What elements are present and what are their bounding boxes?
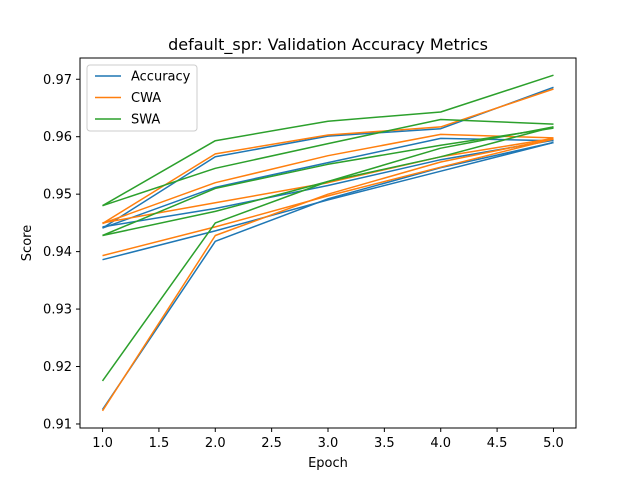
legend-box: [86, 64, 198, 132]
series-lines: [101, 74, 554, 412]
y-axis: 0.91 0.92 0.93 0.94 0.95 0.96 0.97: [43, 73, 80, 432]
series-line-cwa-4: [102, 133, 554, 225]
series-line-swa-1: [102, 74, 554, 207]
series-line-cwa-1: [102, 88, 554, 225]
y-tick-label: 0.94: [43, 245, 72, 260]
legend-label-cwa: CWA: [131, 91, 161, 106]
series-line-swa-5: [102, 127, 554, 237]
x-tick-label: 3.5: [374, 436, 395, 451]
x-axis-title: Epoch: [308, 456, 348, 471]
y-tick-label: 0.97: [43, 73, 72, 88]
series-line-cwa-5: [102, 137, 554, 224]
legend-label-accuracy: Accuracy: [131, 70, 191, 85]
y-axis-title: Score: [20, 225, 35, 261]
x-axis: 1.0 1.5 2.0 2.5 3.0 3.5 4.0 4.5 5.0: [92, 428, 564, 451]
x-tick-label: 4.0: [430, 436, 451, 451]
y-tick-label: 0.93: [43, 303, 72, 318]
series-line-cwa-2: [101, 138, 554, 412]
series-line-accuracy-5: [102, 139, 554, 228]
y-tick-label: 0.91: [43, 417, 72, 432]
y-tick-label: 0.95: [43, 188, 72, 203]
y-tick-label: 0.92: [43, 360, 72, 375]
x-tick-label: 2.5: [261, 436, 282, 451]
x-tick-label: 1.5: [149, 436, 170, 451]
series-line-accuracy-3: [102, 141, 554, 261]
chart-title: default_spr: Validation Accuracy Metrics: [168, 35, 488, 55]
x-tick-label: 2.0: [205, 436, 226, 451]
x-tick-label: 3.0: [318, 436, 339, 451]
y-tick-label: 0.96: [43, 130, 72, 145]
series-line-swa-4: [102, 118, 554, 207]
series-line-accuracy-2: [101, 141, 554, 411]
x-tick-label: 4.5: [487, 436, 508, 451]
x-tick-label: 5.0: [543, 436, 564, 451]
series-line-cwa-3: [102, 138, 554, 257]
x-tick-label: 1.0: [92, 436, 113, 451]
legend: Accuracy CWA SWA: [86, 64, 198, 132]
legend-label-swa: SWA: [131, 113, 160, 128]
series-line-swa-3: [102, 126, 554, 237]
